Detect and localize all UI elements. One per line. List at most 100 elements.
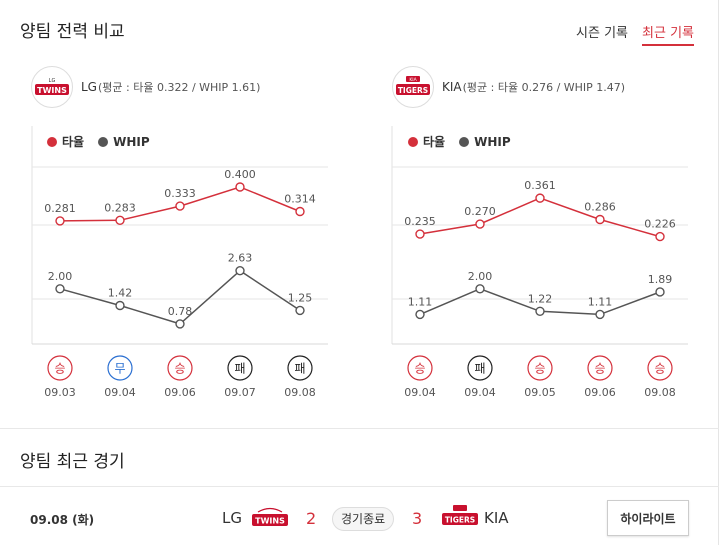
legend-avg-dot xyxy=(408,136,418,147)
avg-point xyxy=(535,193,545,203)
avg-point xyxy=(595,214,605,225)
legend-kia: 타율 WHIP xyxy=(408,133,525,150)
avg-data-label: 0.235 xyxy=(404,215,436,228)
x-tick-label: 09.04 xyxy=(104,386,136,399)
whip-point xyxy=(535,306,545,316)
chart-lg: 0.281 2.00 승 09.03 0.283 1.42 무 09.04 0.333 0.78 승… xyxy=(30,126,330,426)
away-score: 3 xyxy=(412,509,423,528)
section-title-recent: 양팀 최근 경기 xyxy=(20,452,125,472)
whip-data-label: 1.25 xyxy=(288,291,313,304)
avg-series-line xyxy=(419,197,661,238)
whip-data-label: 0.78 xyxy=(168,305,193,318)
whip-data-label: 1.11 xyxy=(408,295,433,308)
team-stat-lg: (평균 : 타율 0.322 / WHIP 1.61) xyxy=(97,81,261,94)
section-title-compare: 양팀 전력 비교 xyxy=(20,22,125,42)
result-badge-text: 승 xyxy=(654,362,665,376)
result-badge-text: 승 xyxy=(54,362,65,376)
avg-data-label: 0.283 xyxy=(104,201,136,214)
x-tick-label: 09.07 xyxy=(224,386,256,399)
result-badge-text: 승 xyxy=(594,362,605,376)
whip-point xyxy=(115,300,125,311)
section-divider xyxy=(0,428,719,429)
legend-whip-dot xyxy=(98,136,109,147)
avg-point xyxy=(235,182,245,192)
team-stat-kia: (평균 : 타율 0.276 / WHIP 1.47) xyxy=(462,81,626,94)
legend-lg: 타율 WHIP xyxy=(47,133,164,150)
whip-data-label: 1.89 xyxy=(648,273,673,286)
x-tick-label: 09.06 xyxy=(584,386,616,399)
whip-point xyxy=(235,265,245,276)
team-name-kia: KIA xyxy=(442,80,462,94)
game-status-badge: 경기종료 xyxy=(332,507,395,531)
team-name-lg: LG xyxy=(81,80,97,94)
result-badge xyxy=(47,355,73,381)
x-tick-label: 09.03 xyxy=(44,386,76,399)
whip-data-label: 2.00 xyxy=(48,270,73,283)
result-badge xyxy=(407,355,433,381)
avg-point xyxy=(475,219,485,229)
result-badge xyxy=(467,355,493,381)
svg-text:TIGERS: TIGERS xyxy=(445,516,475,525)
x-tick-label: 09.06 xyxy=(164,386,196,399)
game-date: 09.08 (화) xyxy=(30,513,95,527)
whip-point xyxy=(55,284,65,294)
svg-text:TWINS: TWINS xyxy=(37,86,67,95)
whip-data-label: 1.22 xyxy=(528,292,553,305)
legend-whip-label: WHIP xyxy=(113,134,150,149)
result-badge xyxy=(167,355,193,381)
whip-point xyxy=(655,287,665,297)
result-badge-text: 승 xyxy=(174,362,185,376)
result-badge xyxy=(107,355,133,381)
avg-data-label: 0.270 xyxy=(464,205,496,218)
whip-point xyxy=(475,284,485,294)
result-badge xyxy=(227,355,253,381)
twins-small-logo: TWINS xyxy=(252,507,288,526)
whip-data-label: 1.42 xyxy=(108,287,133,300)
whip-data-label: 2.63 xyxy=(228,252,253,265)
avg-data-label: 0.286 xyxy=(584,200,616,213)
x-tick-label: 09.05 xyxy=(524,386,556,399)
avg-data-label: 0.361 xyxy=(524,179,556,192)
result-badge-text: 패 xyxy=(234,362,245,376)
whip-point xyxy=(595,309,605,320)
x-tick-label: 09.08 xyxy=(644,386,676,399)
whip-point xyxy=(175,319,185,329)
result-badge xyxy=(287,355,313,381)
lg-twins-logo: LG TWINS xyxy=(31,66,73,108)
recent-game-row: 09.08 (화) LG TWINS 2 경기종료 3 TIGERS KIA 하… xyxy=(0,487,719,545)
result-badge-text: 패 xyxy=(294,362,305,376)
away-team-name: KIA xyxy=(484,509,509,527)
avg-data-label: 0.333 xyxy=(164,187,196,200)
legend-whip-dot xyxy=(459,136,470,147)
legend-avg-label: 타율 xyxy=(423,135,446,149)
avg-point xyxy=(415,229,425,239)
result-badge-text: 승 xyxy=(534,362,545,376)
team-header-lg: LG TWINS LG (평균 : 타율 0.322 / WHIP 1.61) xyxy=(31,66,260,108)
whip-point xyxy=(295,305,305,316)
legend-whip-label: WHIP xyxy=(474,134,511,149)
highlight-button[interactable]: 하이라이트 xyxy=(607,500,689,536)
avg-point xyxy=(55,216,65,226)
kia-tigers-logo: KIA TIGERS xyxy=(392,66,434,108)
avg-data-label: 0.281 xyxy=(44,202,76,215)
result-badge xyxy=(527,355,553,381)
whip-data-label: 1.11 xyxy=(588,295,613,308)
tigers-small-logo: TIGERS xyxy=(442,505,478,525)
legend-avg-dot xyxy=(47,136,57,147)
tab-recent-record[interactable]: 최근 기록 xyxy=(642,22,694,46)
row-divider xyxy=(0,486,719,487)
result-badge xyxy=(587,355,613,381)
svg-text:TIGERS: TIGERS xyxy=(398,86,428,95)
x-tick-label: 09.04 xyxy=(464,386,496,399)
avg-point xyxy=(295,206,305,217)
team-header-kia: KIA TIGERS KIA (평균 : 타율 0.276 / WHIP 1.4… xyxy=(392,66,625,108)
avg-point xyxy=(115,215,125,226)
svg-text:TWINS: TWINS xyxy=(255,517,285,526)
avg-data-label: 0.226 xyxy=(644,218,676,231)
home-team-name: LG xyxy=(222,509,242,527)
result-badge xyxy=(647,355,673,381)
result-badge-text: 무 xyxy=(114,362,125,376)
avg-point xyxy=(655,231,665,242)
tab-season-record[interactable]: 시즌 기록 xyxy=(576,26,629,41)
